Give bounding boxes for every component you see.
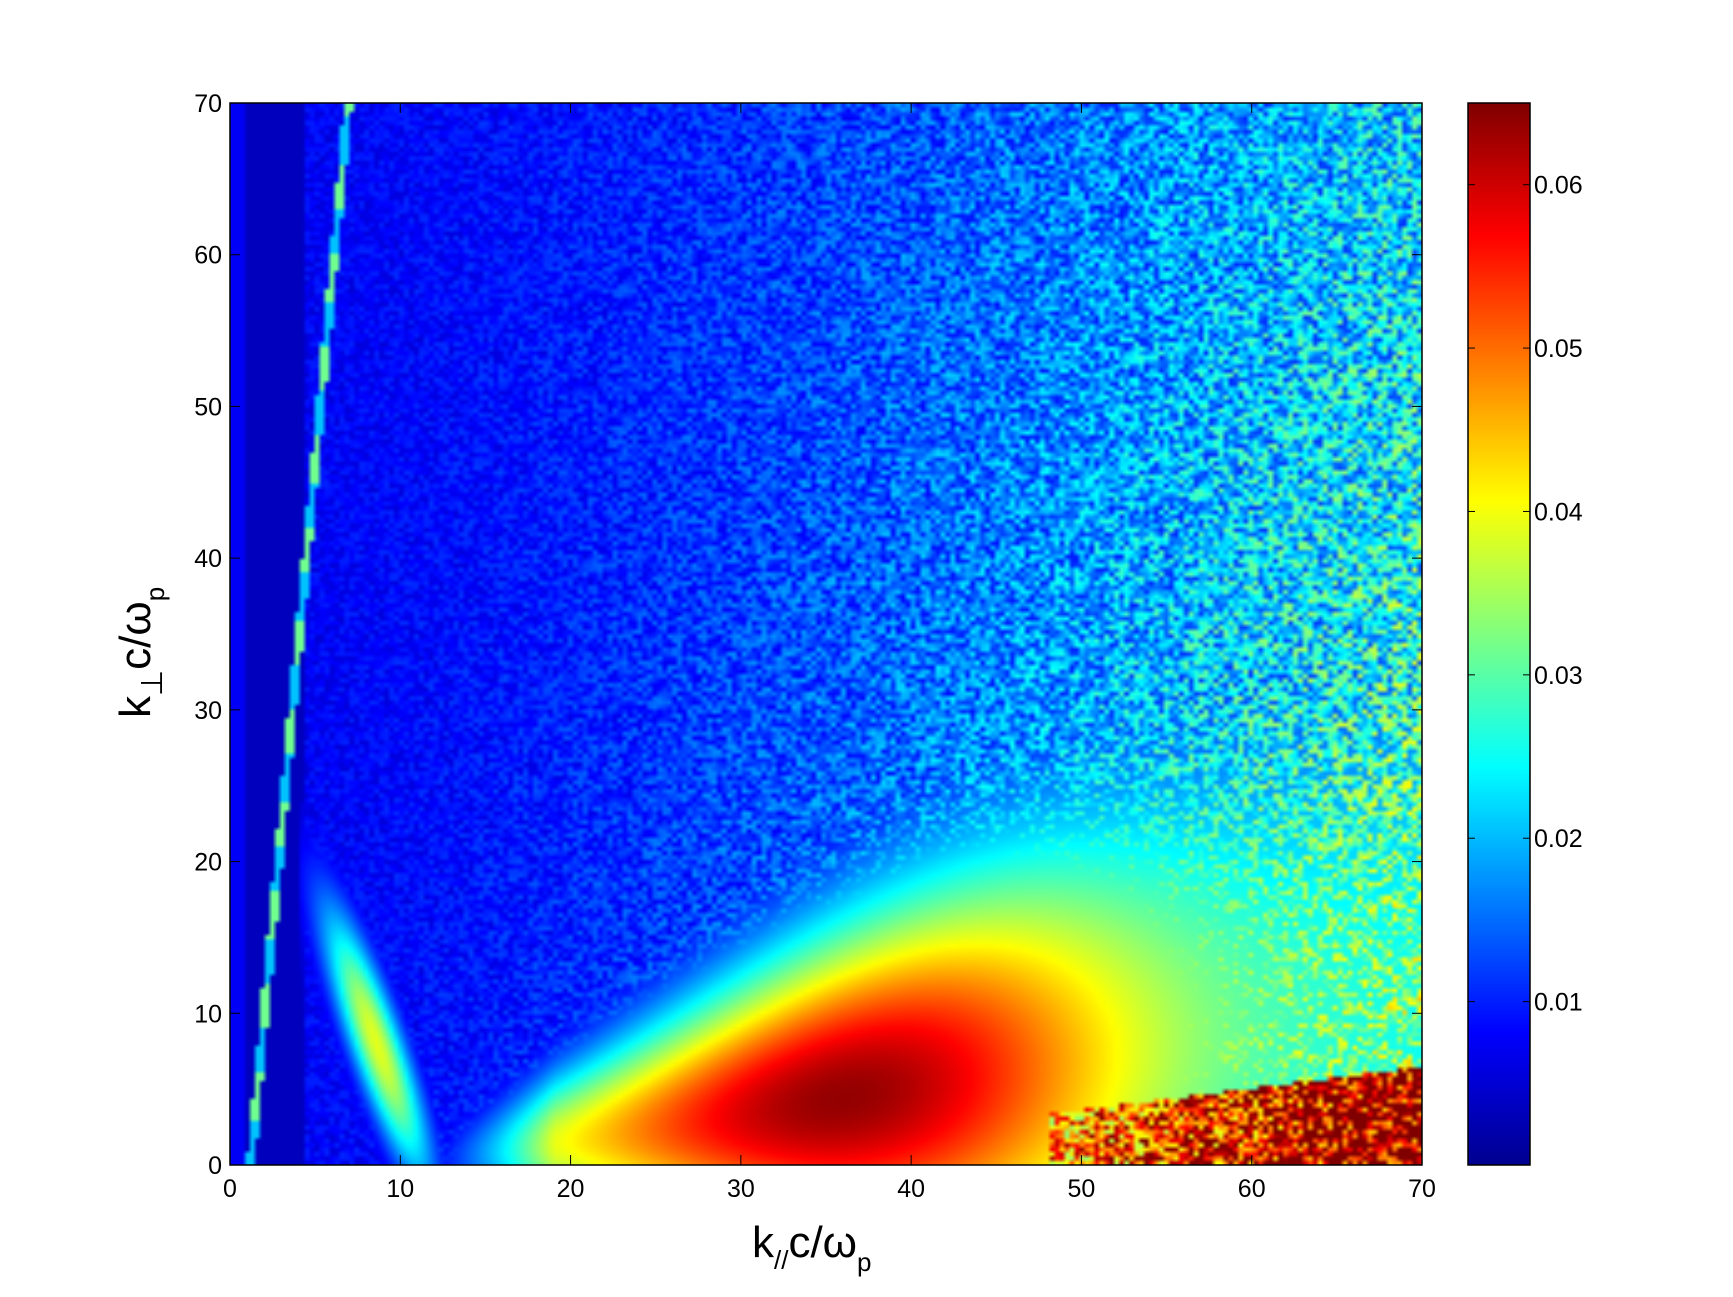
y-axis-label-sub: ⊥ (136, 670, 169, 696)
plot-frame (229, 102, 1423, 1166)
y-tick-label: 10 (194, 1000, 222, 1028)
colorbar: 0.01 0.02 0.03 0.04 0.05 0.06 (1467, 102, 1583, 1166)
y-tick-label: 40 (194, 545, 222, 573)
y-axis-ticks: 0 10 20 30 40 50 60 70 (194, 90, 1422, 1180)
plot-area: 0 10 20 30 40 50 60 70 0 10 20 30 40 50 60 70 (194, 90, 1436, 1203)
colorbar-tick-label: 0.03 (1534, 662, 1583, 690)
x-axis-label: k//c/ωp (752, 1218, 872, 1277)
colorbar-tick-label: 0.04 (1534, 498, 1583, 526)
y-axis-label-rest: c/ω (111, 601, 160, 670)
y-tick-label: 60 (194, 242, 222, 270)
colorbar-gradient (1468, 103, 1530, 1165)
heatmap-image (230, 103, 1422, 1165)
x-axis-label-rest: c/ω (788, 1218, 857, 1267)
colorbar-ticks: 0.01 0.02 0.03 0.04 0.05 0.06 (1468, 172, 1583, 1017)
x-tick-label: 20 (557, 1175, 585, 1203)
y-tick-label: 70 (194, 90, 222, 118)
x-axis-label-sub: // (774, 1245, 789, 1275)
y-tick-label: 20 (194, 849, 222, 877)
x-axis-label-rest-sub: p (857, 1247, 871, 1277)
x-tick-label: 60 (1238, 1175, 1266, 1203)
x-tick-label: 70 (1408, 1175, 1436, 1203)
colorbar-tick-label: 0.01 (1534, 989, 1583, 1017)
colorbar-tick-label: 0.02 (1534, 825, 1583, 853)
y-tick-label: 50 (194, 393, 222, 421)
y-tick-label: 0 (208, 1152, 222, 1180)
y-axis-label-rest-sub: p (140, 587, 170, 601)
colorbar-frame (1467, 102, 1531, 1166)
x-tick-label: 10 (386, 1175, 414, 1203)
x-tick-label: 30 (727, 1175, 755, 1203)
colorbar-tick-label: 0.06 (1534, 172, 1583, 200)
y-tick-label: 30 (194, 697, 222, 725)
colorbar-tick-label: 0.05 (1534, 335, 1583, 363)
x-tick-label: 0 (223, 1175, 237, 1203)
x-tick-label: 50 (1068, 1175, 1096, 1203)
x-axis-label-base: k (752, 1218, 775, 1267)
y-axis-label-base: k (111, 695, 160, 718)
x-axis-ticks: 0 10 20 30 40 50 60 70 (223, 103, 1436, 1203)
x-tick-label: 40 (897, 1175, 925, 1203)
y-axis-label: k⊥c/ωp (111, 587, 170, 718)
